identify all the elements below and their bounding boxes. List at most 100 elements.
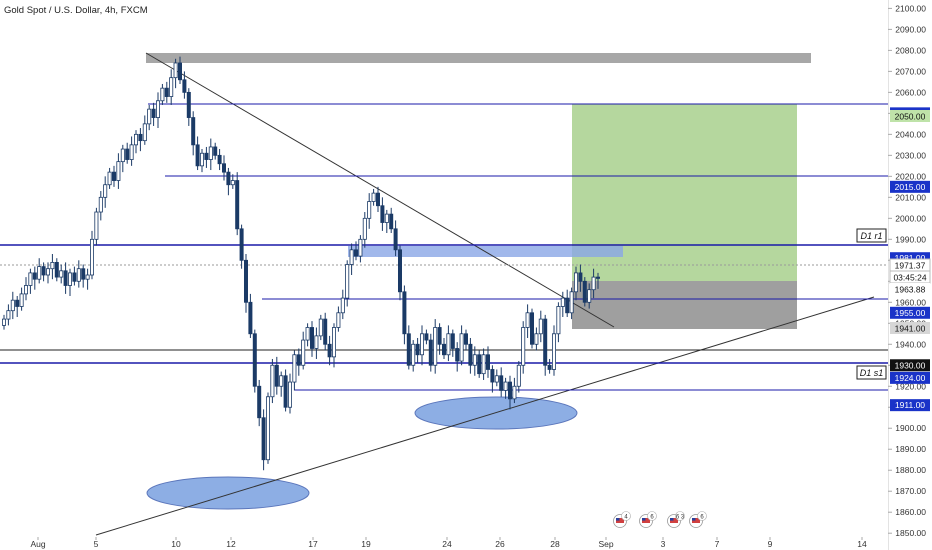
candle[interactable] [375,186,380,213]
candle[interactable] [261,409,266,471]
candle[interactable] [204,146,209,168]
candle[interactable] [345,260,350,307]
stop-loss-zone[interactable] [572,281,797,329]
candle[interactable] [336,306,341,332]
candle[interactable] [516,361,521,393]
candle[interactable] [2,314,7,330]
candle[interactable] [279,371,284,397]
candle[interactable] [19,287,24,311]
candle[interactable] [133,130,138,154]
candle[interactable] [41,262,46,282]
candle[interactable] [138,128,143,152]
candle[interactable] [177,56,182,84]
candle[interactable] [446,325,451,362]
candle[interactable] [582,277,587,307]
candle[interactable] [534,327,539,351]
candle[interactable] [349,243,354,275]
candle[interactable] [530,308,535,349]
candle[interactable] [37,258,42,284]
candle[interactable] [305,323,310,347]
candle[interactable] [490,365,495,393]
candle[interactable] [433,319,438,374]
swing-low-ellipse-left[interactable] [146,476,310,510]
candle[interactable] [235,172,240,236]
candle[interactable] [265,392,270,464]
candle[interactable] [90,230,95,280]
candle[interactable] [257,379,262,427]
candle[interactable] [367,193,372,229]
candle[interactable] [199,149,204,173]
candle[interactable] [485,346,490,378]
candle[interactable] [358,235,363,263]
candle[interactable] [94,207,99,246]
candle[interactable] [362,212,367,248]
candle[interactable] [318,314,323,341]
candle[interactable] [63,262,68,294]
candle[interactable] [389,207,394,234]
candle[interactable] [507,375,512,410]
drawings-layer[interactable] [0,52,888,536]
candle[interactable] [538,310,543,343]
candle[interactable] [103,176,108,208]
candle[interactable] [32,266,37,290]
candle[interactable] [477,350,482,378]
candle[interactable] [560,291,565,317]
candle[interactable] [76,260,81,288]
candle[interactable] [142,115,147,145]
candle[interactable] [195,136,200,171]
candle[interactable] [402,285,407,345]
candle[interactable] [23,277,28,301]
candle[interactable] [406,325,411,370]
candle[interactable] [283,369,288,412]
candle[interactable] [46,262,51,284]
candle[interactable] [371,188,376,206]
ascending-trendline[interactable] [95,296,875,536]
candle[interactable] [314,327,319,359]
candle[interactable] [565,289,570,317]
candle[interactable] [415,337,420,364]
candle[interactable] [587,283,592,309]
candle[interactable] [543,314,548,376]
candle[interactable] [186,88,191,126]
candle[interactable] [384,209,389,234]
event-flags[interactable]: 4 6 6 3 6 [613,511,707,528]
candle[interactable] [287,373,292,414]
price-axis[interactable]: 1850.00 1860.00 1870.00 1880.00 1890.00 1900.… [888,3,926,538]
candle[interactable] [248,293,253,338]
candle[interactable] [481,348,486,380]
candle[interactable] [459,325,464,366]
candle[interactable] [50,254,55,280]
descending-trendline[interactable] [145,52,615,328]
candle[interactable] [450,329,455,357]
candle[interactable] [10,291,15,320]
candle[interactable] [15,295,20,317]
candle[interactable] [221,155,226,181]
flag-icon-4[interactable]: 6 [689,511,707,528]
candle[interactable] [397,245,402,301]
candle[interactable] [424,329,429,345]
candle[interactable] [270,358,275,404]
candle[interactable] [574,266,579,301]
candle[interactable] [54,258,59,282]
candle[interactable] [274,356,279,395]
candle[interactable] [112,165,117,187]
candle[interactable] [556,302,561,343]
candle[interactable] [226,167,231,196]
candles-layer[interactable] [2,56,601,471]
candle[interactable] [59,264,64,284]
candle[interactable] [213,142,218,160]
candle[interactable] [340,289,345,320]
candle[interactable] [151,102,156,126]
candle[interactable] [331,323,336,368]
candle[interactable] [164,81,169,103]
candle[interactable] [191,111,196,156]
candle[interactable] [173,58,178,89]
d1-r1-box[interactable] [856,228,887,243]
candle[interactable] [419,325,424,366]
candle[interactable] [28,268,33,294]
candle[interactable] [525,304,530,338]
candle[interactable] [120,144,125,173]
candle[interactable] [98,191,103,221]
candle[interactable] [217,149,222,171]
